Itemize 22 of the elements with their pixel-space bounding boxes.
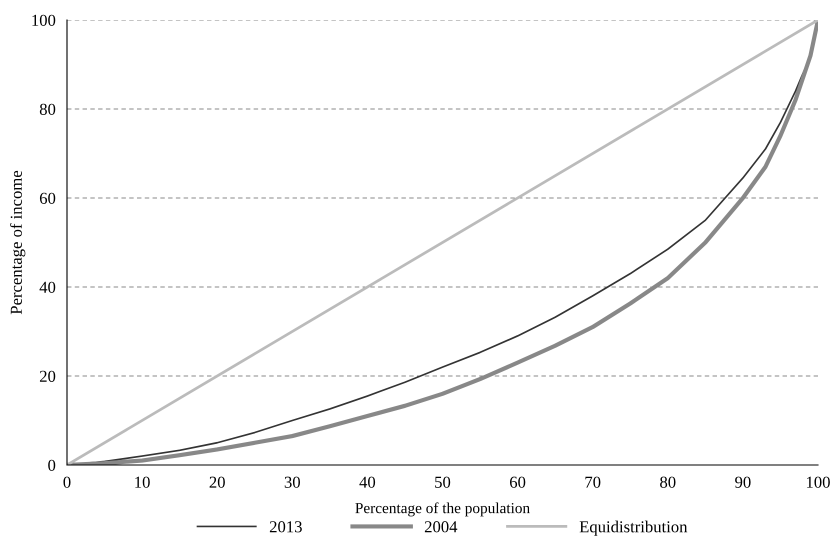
y-tick-label: 0: [48, 460, 56, 471]
x-tick-label: 60: [510, 476, 526, 488]
x-tick-label: 20: [210, 476, 225, 488]
legend-label: 2013: [270, 521, 302, 532]
x-axis-title: Percentage of the population: [355, 502, 530, 516]
y-tick-label: 20: [40, 370, 56, 382]
x-tick-label: 10: [135, 476, 150, 488]
x-tick-label: 100: [806, 476, 830, 488]
y-tick-label: 100: [32, 14, 56, 26]
x-tick-label: 30: [284, 476, 300, 488]
legend-label: Equidistribution: [580, 520, 688, 536]
x-tick-label: 0: [63, 476, 71, 488]
x-tick-label: 80: [660, 476, 676, 488]
x-tick-label: 50: [435, 476, 450, 488]
y-axis-title: Percentage of income: [10, 170, 26, 314]
x-tick-label: 90: [735, 476, 751, 488]
y-tick-label: 80: [40, 104, 56, 115]
y-tick-label: 60: [40, 192, 56, 204]
legend-label: 2004: [424, 521, 458, 532]
y-tick-label: 40: [40, 282, 56, 293]
x-tick-label: 70: [585, 476, 600, 488]
x-tick-label: 40: [359, 476, 376, 488]
